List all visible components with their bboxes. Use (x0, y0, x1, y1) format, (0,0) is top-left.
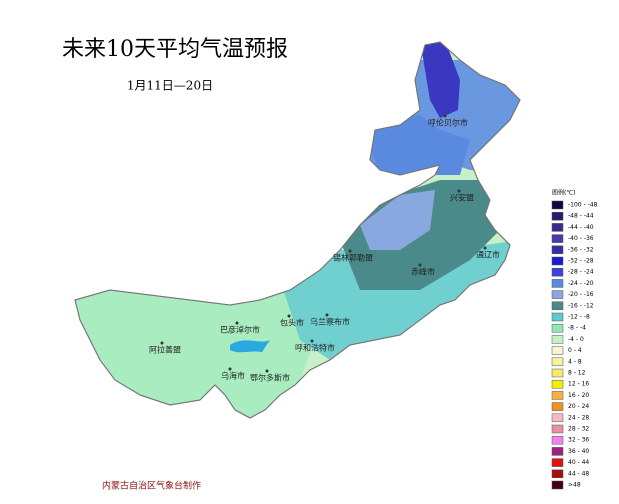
city-dot (310, 339, 314, 343)
city-label: 赤峰市 (411, 267, 435, 277)
legend-label: 24 - 28 (568, 414, 589, 421)
city-label: 阿拉善盟 (149, 345, 181, 355)
legend-swatch (551, 301, 564, 311)
legend-label: -44 - -40 (568, 224, 594, 231)
legend-label: -32 - -28 (568, 258, 594, 265)
legend-title: 图例(℃) (552, 189, 575, 197)
legend-swatch (551, 435, 564, 445)
city-label: 包头市 (280, 318, 304, 328)
legend-label: -100 - -48 (568, 202, 598, 209)
city-dot (418, 263, 422, 267)
legend-swatch (551, 391, 564, 400)
legend-label: 36 - 40 (568, 448, 589, 455)
city-label: 呼伦贝尔市 (428, 118, 468, 128)
city-label: 呼和浩特市 (295, 343, 335, 353)
city-label: 巴彦淖尔市 (220, 325, 260, 335)
legend-label: 16 - 20 (568, 392, 589, 399)
city-dot (160, 341, 164, 345)
legend-swatch (551, 379, 564, 389)
zone-dark-blue (420, 42, 460, 118)
legend-label: 0 - 4 (568, 347, 582, 354)
city-dot (228, 367, 232, 371)
legend-swatch (551, 458, 564, 467)
city-dot (457, 189, 461, 193)
legend-label: 40 - 44 (568, 459, 589, 466)
city-dot (235, 321, 239, 325)
footer: 内蒙古自治区气象台制作 (102, 480, 201, 492)
legend-swatch (551, 245, 564, 255)
legend: 图例(℃) -100 - -48 -48 - -44 -44 - -40 -40 - -… (551, 189, 598, 490)
legend-swatch (551, 267, 564, 277)
legend-label: -12 - -8 (568, 314, 590, 321)
legend-label: 20 - 24 (568, 403, 589, 410)
legend-swatch (551, 234, 564, 243)
legend-swatch (551, 368, 564, 378)
city-label: 鄂尔多斯市 (250, 373, 290, 383)
legend-label: >48 (568, 482, 581, 489)
legend-swatch (551, 200, 564, 210)
city-dot (443, 114, 447, 118)
legend-label: 8 - 12 (568, 370, 586, 377)
legend-swatch (551, 346, 564, 355)
legend-swatch (551, 256, 564, 266)
legend-swatch (551, 290, 564, 299)
legend-label: -48 - -44 (568, 213, 594, 220)
city-dot (483, 246, 487, 250)
legend-swatch (551, 402, 564, 411)
legend-label: -24 - -20 (568, 280, 594, 287)
legend-label: -36 - -32 (568, 246, 594, 253)
legend-swatch (551, 223, 564, 232)
legend-swatch (551, 469, 564, 479)
legend-label: -16 - -12 (568, 302, 594, 309)
zone-light-blue (360, 190, 435, 250)
legend-swatch (551, 335, 564, 344)
legend-label: -40 - -36 (568, 235, 594, 242)
legend-swatch (551, 323, 564, 333)
city-label: 乌海市 (221, 371, 245, 381)
legend-swatch (551, 424, 564, 434)
legend-swatch (551, 279, 564, 288)
border (74, 41, 521, 419)
river (230, 340, 270, 353)
legend-label: -8 - -4 (568, 325, 586, 332)
legend-label: -4 - 0 (568, 336, 584, 343)
city-dot (348, 249, 352, 253)
subtitle: 1月11日—20日 (127, 79, 213, 93)
city-label: 乌兰察布市 (310, 317, 350, 327)
legend-label: -28 - -24 (568, 269, 594, 276)
city-label: 通辽市 (476, 250, 500, 260)
city-dot (287, 314, 291, 318)
city-label: 锡林郭勒盟 (333, 253, 373, 263)
legend-label: 32 - 36 (568, 437, 589, 444)
city-dot (325, 313, 329, 317)
legend-label: 4 - 8 (568, 358, 582, 365)
legend-label: 44 - 48 (568, 470, 589, 477)
legend-swatch (551, 312, 564, 322)
legend-swatch (551, 480, 564, 490)
legend-label: -20 - -16 (568, 291, 594, 298)
city-label: 兴安盟 (450, 193, 474, 203)
zone-cyan (280, 240, 520, 360)
legend-label: 12 - 16 (568, 381, 589, 388)
legend-label: 28 - 32 (568, 426, 589, 433)
zone-blue-2 (360, 115, 470, 175)
city-dot (265, 369, 269, 373)
legend-swatch (551, 357, 564, 367)
title: 未来10天平均气温预报 (62, 37, 288, 62)
legend-swatch (551, 211, 564, 221)
legend-swatch (551, 447, 564, 456)
legend-swatch (551, 413, 564, 423)
